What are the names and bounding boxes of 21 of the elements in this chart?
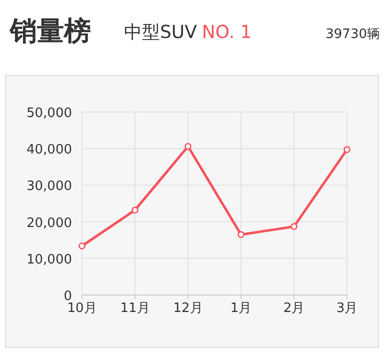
annotation: 39730辆 <box>326 27 380 42</box>
y-tick-label: 30,000 <box>26 179 72 194</box>
subtitle: 中型SUV NO. 1 <box>124 22 252 43</box>
x-tick-label: 1月 <box>230 301 252 316</box>
point <box>290 223 298 230</box>
y-tick-label: 40,000 <box>26 142 72 158</box>
point <box>238 231 244 238</box>
point <box>78 242 86 250</box>
y-tick-label: 10,000 <box>26 252 72 268</box>
title: 销量榜 <box>10 16 91 47</box>
x-tick-label: 3月 <box>336 301 358 316</box>
x-tick-label: 12月 <box>173 301 203 316</box>
y-tick-label: 20,000 <box>26 216 72 231</box>
y-tick-label: 0 <box>64 289 72 304</box>
x-tick-label: 10月 <box>67 301 97 316</box>
point <box>344 146 350 154</box>
x-tick-label: 11月 <box>120 301 150 316</box>
point <box>132 206 138 214</box>
point <box>184 142 192 150</box>
x-tick-label: 2月 <box>283 301 305 316</box>
y-tick-label: 50,000 <box>26 106 72 121</box>
